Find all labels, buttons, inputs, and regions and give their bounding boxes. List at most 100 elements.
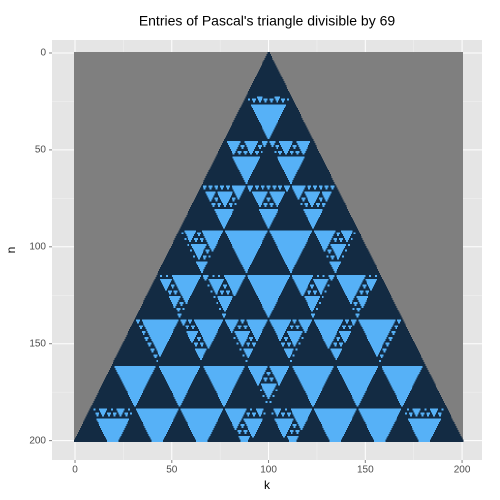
other-cells [244,276,249,280]
other-cells [236,203,259,206]
other-cells [256,429,281,433]
divisible-cells [337,338,340,342]
divisible-cells [333,249,344,252]
divisible-cells [389,338,392,342]
other-cells [343,249,346,252]
divisible-cells [308,292,311,295]
other-cells [123,340,153,344]
divisible-cells [332,247,345,251]
other-cells [387,334,412,338]
divisible-cells [356,315,359,318]
other-cells [440,418,453,421]
other-cells [278,205,306,208]
divisible-cells [247,185,254,188]
divisible-cells [308,199,317,202]
x-tick-label: 150 [357,465,374,476]
other-cells [193,340,205,344]
divisible-cells [289,325,295,328]
divisible-cells [154,344,167,347]
other-cells [265,412,272,415]
divisible-cells [141,420,174,423]
divisible-cells [235,162,258,165]
divisible-cells [265,222,272,225]
other-cells [272,309,312,313]
other-cells [282,150,285,154]
divisible-cells [325,431,346,435]
other-cells [272,220,310,223]
divisible-cells [310,307,315,311]
other-cells [206,243,209,247]
other-cells [237,112,256,115]
divisible-cells [273,238,309,241]
divisible-cells [196,325,221,328]
divisible-cells [171,286,175,289]
divisible-cells [263,412,266,415]
other-cells [224,139,314,142]
divisible-cells [179,290,194,293]
divisible-cells [103,431,123,435]
other-cells [279,412,282,415]
other-cells [95,397,131,400]
other-cells [217,292,222,295]
divisible-cells [205,191,216,194]
other-cells [205,350,245,353]
other-cells [266,321,271,324]
other-cells [201,253,237,256]
divisible-cells [400,402,405,406]
other-cells [314,284,317,287]
divisible-cells [334,344,337,347]
other-cells [376,278,384,282]
divisible-cells [208,255,211,258]
divisible-cells [228,238,265,241]
divisible-cells [174,292,177,295]
divisible-cells [232,156,261,159]
other-cells [319,296,323,299]
divisible-cells [99,424,127,427]
divisible-cells [266,135,271,138]
other-cells [186,238,189,241]
divisible-cells [219,195,232,198]
divisible-cells [310,400,317,404]
other-cells [307,286,312,289]
divisible-cells [288,269,294,272]
other-cells [221,323,228,326]
other-cells [251,352,287,355]
other-cells [372,377,388,380]
other-cells [195,195,208,198]
other-cells [299,150,302,154]
other-cells [240,152,245,156]
divisible-cells [185,418,219,421]
other-cells [245,274,248,278]
divisible-cells [294,369,332,373]
other-cells [321,187,326,190]
other-cells [208,170,240,173]
other-cells [269,187,274,190]
divisible-cells [312,315,315,318]
divisible-cells [275,331,286,334]
other-cells [189,325,192,328]
other-cells [309,325,318,328]
other-cells [264,371,267,375]
divisible-cells [291,274,314,278]
other-cells [129,329,147,332]
divisible-cells [202,255,207,258]
divisible-cells [272,325,289,328]
other-cells [216,243,233,247]
divisible-cells [333,342,338,345]
other-cells [406,397,443,400]
divisible-cells [276,205,279,208]
other-cells [215,191,218,194]
other-cells [311,290,314,293]
divisible-cells [252,284,286,287]
divisible-cells [185,232,196,235]
other-cells [241,348,244,351]
other-cells [397,416,452,419]
other-cells [255,342,282,345]
other-cells [328,185,331,188]
other-cells [119,348,151,351]
divisible-cells [285,263,296,266]
other-cells [408,393,441,396]
other-cells [164,259,240,262]
other-cells [167,340,192,344]
other-cells [98,391,128,394]
